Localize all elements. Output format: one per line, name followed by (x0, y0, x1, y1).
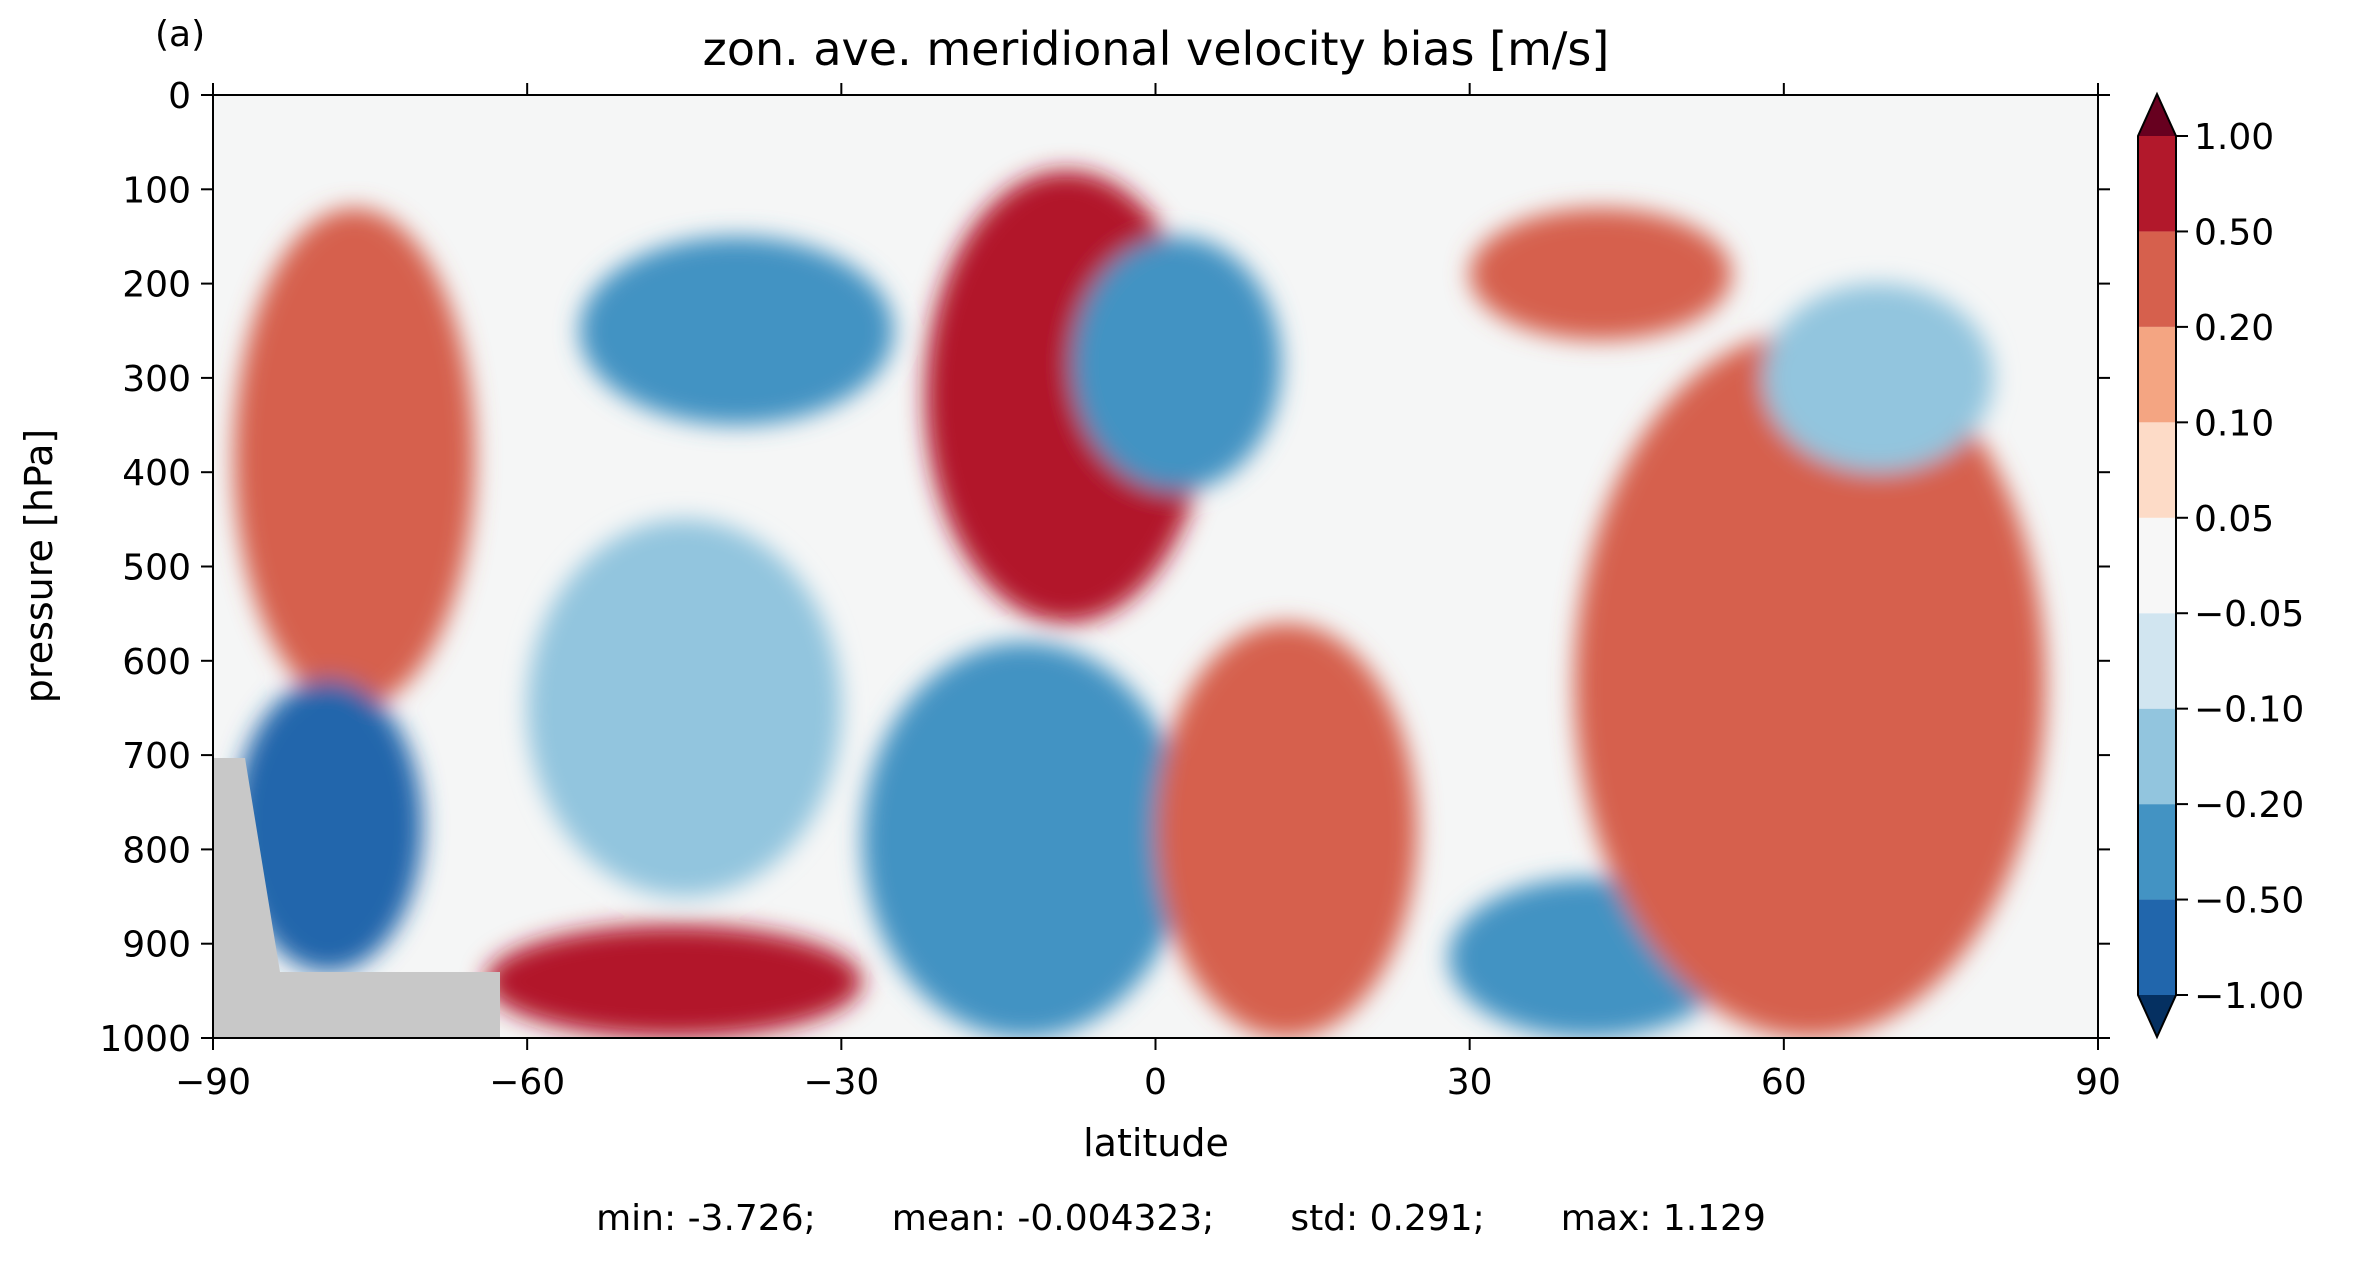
colorbar-segment (2138, 231, 2176, 327)
y-tick-label: 800 (122, 830, 191, 871)
colorbar-segment (2138, 422, 2176, 518)
colorbar-tick-label: 0.20 (2194, 308, 2274, 349)
colorbar-segment (2138, 613, 2176, 709)
y-tick-label: 1000 (99, 1019, 191, 1060)
y-tick-label: 900 (122, 925, 191, 966)
colorbar-tick-label: 0.10 (2194, 403, 2274, 444)
y-tick-label: 200 (122, 265, 191, 306)
y-axis-label: pressure [hPa] (17, 429, 61, 703)
colorbar-tick-label: 0.05 (2194, 499, 2274, 540)
colorbar-tick-label: −0.05 (2194, 594, 2304, 635)
stats-line: min: -3.726; mean: -0.004323; std: 0.291; m… (0, 1198, 2362, 1239)
colorbar-tick-label: 1.00 (2194, 117, 2274, 158)
colorbar-segment (2138, 517, 2176, 614)
y-axis: 0 100 200 300 400 500 600 700 800 900 1000 (99, 76, 2110, 1060)
y-tick-label: 0 (168, 76, 191, 117)
contour-region-3 (579, 236, 894, 426)
contour-region-9 (1155, 623, 1418, 1038)
colorbar-extend-max (2138, 94, 2176, 136)
contour-region-5 (485, 924, 863, 1038)
land-mask (213, 758, 500, 1038)
colorbar-segment (2138, 708, 2176, 805)
colorbar-segment (2138, 899, 2176, 995)
y-tick-label: 700 (122, 736, 191, 777)
stat-min: min: -3.726; (596, 1198, 816, 1239)
colorbar-extend-min (2138, 995, 2176, 1037)
x-tick-label: 0 (1144, 1062, 1167, 1103)
x-tick-label: 30 (1447, 1062, 1493, 1103)
y-tick-label: 600 (122, 642, 191, 683)
contour-field (233, 170, 2046, 1038)
colorbar-tick-label: 0.50 (2194, 212, 2274, 253)
plot-area (213, 95, 2098, 1038)
x-tick-label: 90 (2075, 1062, 2121, 1103)
colorbar-tick-label: −0.10 (2194, 690, 2304, 731)
contour-region-2 (233, 679, 423, 972)
colorbar-segment (2138, 326, 2176, 423)
contour-region-12 (1574, 330, 2046, 1038)
y-tick-label: 500 (122, 548, 191, 589)
y-tick-label: 100 (122, 170, 191, 211)
x-tick-label: 60 (1761, 1062, 1807, 1103)
colorbar-segment (2138, 136, 2176, 232)
colorbar: −1.00 −0.50 −0.20 −0.10 −0.05 0.05 0.10 0.20 0.5… (2137, 91, 2304, 1040)
contour-region-10 (1469, 208, 1732, 341)
x-axis-label: latitude (1083, 1121, 1229, 1165)
x-tick-label: −30 (803, 1062, 879, 1103)
x-tick-label: −90 (175, 1062, 251, 1103)
contour-region-4 (527, 519, 842, 897)
contour-region-1 (233, 208, 475, 708)
stat-std: std: 0.291; (1290, 1198, 1485, 1239)
colorbar-tick-label: −1.00 (2194, 976, 2304, 1017)
contour-region-13 (1762, 283, 1994, 473)
y-tick-label: 400 (122, 453, 191, 494)
contour-region-8 (862, 641, 1187, 1038)
chart-title: zon. ave. meridional velocity bias [m/s] (703, 22, 1610, 76)
contour-region-7 (1071, 236, 1282, 492)
panel-label: (a) (155, 14, 205, 55)
y-tick-label: 300 (122, 359, 191, 400)
colorbar-segment (2138, 804, 2176, 900)
stat-mean: mean: -0.004323; (891, 1198, 1215, 1239)
colorbar-tick-label: −0.20 (2194, 785, 2304, 826)
x-axis: −90 −60 −30 0 30 60 90 (175, 83, 2121, 1103)
colorbar-tick-label: −0.50 (2194, 881, 2304, 922)
x-tick-label: −60 (489, 1062, 565, 1103)
stat-max: max: 1.129 (1560, 1198, 1766, 1239)
